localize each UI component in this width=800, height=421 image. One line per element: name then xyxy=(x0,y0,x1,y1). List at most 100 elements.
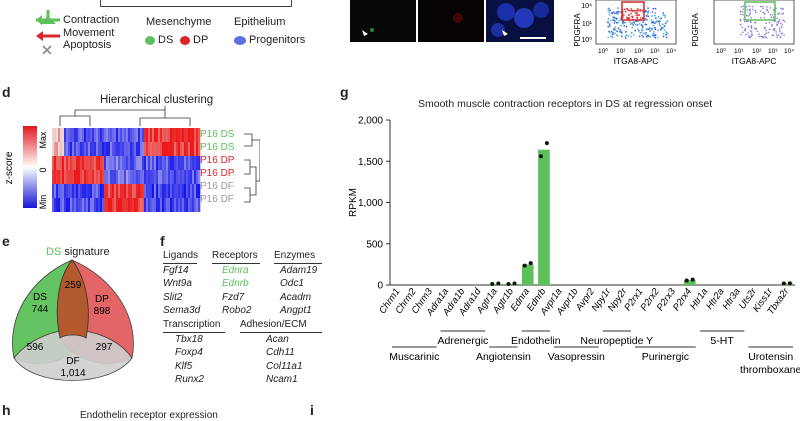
heatmap-cell xyxy=(102,142,105,156)
heatmap-cell xyxy=(118,156,121,170)
heatmap-cell xyxy=(124,170,127,184)
heatmap-cell xyxy=(184,198,187,212)
heatmap-cell xyxy=(78,142,81,156)
flow-event xyxy=(623,21,626,24)
flow-event xyxy=(641,29,644,32)
y-tick-label: 1,000 xyxy=(358,198,383,209)
heatmap-cell xyxy=(68,184,71,198)
heatmap-cell xyxy=(190,128,193,142)
flow-event xyxy=(608,11,611,14)
heatmap-cell xyxy=(186,198,189,212)
heatmap-cell xyxy=(182,170,185,184)
flow-event xyxy=(767,31,770,34)
heatmap-cell xyxy=(60,156,63,170)
heatmap-cell xyxy=(104,142,107,156)
flow-event xyxy=(618,19,621,22)
heatmap-cell xyxy=(154,170,157,184)
heatmap-cell xyxy=(148,128,151,142)
flow-event xyxy=(765,22,767,25)
flow-event xyxy=(754,9,757,12)
heatmap-cell xyxy=(164,156,167,170)
flow-event xyxy=(666,32,669,35)
group-label: thromboxane xyxy=(740,364,800,376)
flow-event xyxy=(650,19,653,21)
heatmap-cell xyxy=(128,142,131,156)
flow-event xyxy=(636,12,639,15)
flow-event xyxy=(778,19,781,21)
heatmap-cell xyxy=(128,198,131,212)
flow-event xyxy=(662,26,665,28)
heatmap-cell xyxy=(144,170,147,184)
heatmap-cell xyxy=(160,128,163,142)
heatmap-cell xyxy=(196,128,199,142)
heatmap-cell xyxy=(62,184,65,198)
heatmap-cell xyxy=(156,184,159,198)
flow-event xyxy=(778,12,781,14)
heatmap-cell xyxy=(140,184,143,198)
flow-event xyxy=(745,33,747,36)
flow-event xyxy=(642,21,645,23)
flow-event xyxy=(649,26,651,29)
heatmap-cell xyxy=(76,184,79,198)
adhesion-column: Adhesion/ECM Acan Cdh11 Col11a1 Ncam1 xyxy=(240,318,322,387)
heatmap-cell xyxy=(88,170,91,184)
group-label: 5-HT xyxy=(710,335,734,347)
svg-text:596: 596 xyxy=(27,342,44,353)
flow-event xyxy=(640,28,643,31)
heatmap-cell xyxy=(78,128,81,142)
heatmap-cell xyxy=(122,142,125,156)
data-point xyxy=(690,277,695,282)
heatmap-cell xyxy=(86,142,89,156)
heatmap-cell xyxy=(132,128,135,142)
heatmap-cell xyxy=(58,198,61,212)
heatmap-cell xyxy=(120,170,123,184)
heatmap-cell xyxy=(118,184,121,198)
heatmap-cell xyxy=(146,170,149,184)
flow-event xyxy=(617,10,620,13)
flow-event xyxy=(760,5,762,8)
flow-event xyxy=(768,28,771,31)
flow-event xyxy=(768,21,771,24)
flow-event xyxy=(773,16,775,18)
flow-event xyxy=(628,9,631,12)
heatmap-cell xyxy=(96,128,99,142)
heatmap-cell xyxy=(150,142,153,156)
heatmap-cell xyxy=(126,128,129,142)
heatmap-cell xyxy=(194,184,197,198)
flow-event xyxy=(635,9,638,12)
heatmap-cell xyxy=(114,142,117,156)
heatmap-cell xyxy=(184,184,187,198)
flow-event xyxy=(664,22,667,25)
group-label: Endothelin xyxy=(511,335,561,347)
heatmap-cell xyxy=(132,156,135,170)
bar xyxy=(489,283,502,285)
heatmap-cell xyxy=(156,128,159,142)
flow-event xyxy=(622,20,625,23)
flow-event xyxy=(661,27,664,30)
heatmap-cell xyxy=(166,156,169,170)
heatmap-cell xyxy=(180,170,183,184)
svg-text:1,014: 1,014 xyxy=(60,368,85,379)
row-label: P16 DP xyxy=(200,155,235,166)
heatmap-cell xyxy=(188,142,191,156)
heatmap-cell xyxy=(64,184,67,198)
flow-axis-label-1: ITGA8-APC xyxy=(614,56,659,66)
flow-event xyxy=(615,34,618,37)
flow-event xyxy=(654,7,657,10)
heatmap-cell xyxy=(64,142,67,156)
flow-event xyxy=(773,20,776,23)
heatmap-cell xyxy=(158,198,161,212)
receptors-header: Receptors xyxy=(212,249,260,264)
heatmap-cell xyxy=(74,142,77,156)
flow-event xyxy=(739,23,742,26)
flow-event xyxy=(771,25,773,27)
heatmap-cell xyxy=(124,128,127,142)
flow-event xyxy=(632,10,634,13)
flow-event xyxy=(631,22,634,24)
heatmap-cell xyxy=(128,156,131,170)
flow-event xyxy=(750,17,752,19)
heatmap-cell xyxy=(130,184,133,198)
flow-event xyxy=(647,28,649,30)
heatmap-cell xyxy=(198,128,201,142)
heatmap-cell xyxy=(138,170,141,184)
